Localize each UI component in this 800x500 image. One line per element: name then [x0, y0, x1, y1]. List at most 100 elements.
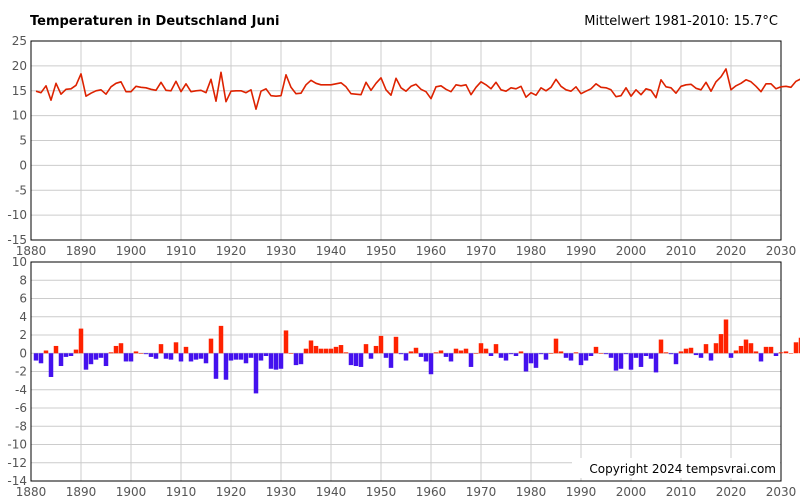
- anomaly-bar-2030: [778, 352, 784, 354]
- anomaly-bar-1945: [353, 353, 359, 367]
- anomaly-bar-1888: [68, 353, 74, 356]
- anomaly-bar-1963: [443, 353, 449, 357]
- anomaly-bar-1898: [118, 343, 124, 354]
- anomaly-bar-2031: [783, 351, 789, 354]
- anomaly-bar-1976: [508, 353, 514, 355]
- bottom-x-tick-label: 2000: [616, 485, 647, 499]
- anomaly-bar-1981: [533, 353, 539, 368]
- anomaly-bar-2017: [713, 343, 719, 354]
- anomaly-bar-1946: [358, 353, 364, 367]
- anomaly-bar-1961: [433, 352, 439, 354]
- bottom-y-tick-label: 8: [19, 273, 27, 287]
- anomaly-bar-1942: [338, 345, 344, 354]
- anomaly-bar-1903: [143, 353, 149, 355]
- bottom-x-tick-label: 1890: [66, 485, 97, 499]
- bottom-x-tick-label: 1880: [16, 485, 47, 499]
- top-x-tick-label: 1940: [316, 244, 347, 258]
- top-x-tick-label: 2010: [666, 244, 697, 258]
- anomaly-bar-1939: [323, 348, 329, 354]
- anomaly-bar-1908: [168, 353, 174, 360]
- anomaly-bar-2027: [763, 346, 769, 354]
- anomaly-bar-2007: [663, 352, 669, 354]
- anomaly-bar-2021: [733, 350, 739, 354]
- anomaly-bar-1959: [423, 353, 429, 362]
- anomaly-bar-1912: [188, 353, 194, 362]
- bottom-x-tick-label: 1900: [116, 485, 147, 499]
- copyright-background: [572, 458, 780, 478]
- bottom-y-tick-label: 6: [19, 292, 27, 306]
- bottom-y-tick-label: -10: [7, 438, 27, 452]
- anomaly-bar-1927: [263, 353, 269, 356]
- anomaly-bar-1895: [103, 353, 109, 367]
- anomaly-bar-1933: [293, 353, 299, 366]
- anomaly-bar-1900: [128, 353, 134, 362]
- anomaly-bar-1889: [73, 349, 79, 354]
- bottom-x-tick-label: 1920: [216, 485, 247, 499]
- anomaly-bar-2009: [673, 353, 679, 365]
- anomaly-bar-1954: [398, 353, 404, 355]
- bottom-y-tick-label: -6: [15, 401, 27, 415]
- anomaly-bar-2029: [773, 353, 779, 356]
- anomaly-bar-2005: [653, 353, 659, 373]
- anomaly-bar-1937: [313, 345, 319, 354]
- top-y-tick-label: 20: [12, 59, 27, 73]
- anomaly-bar-2034: [798, 337, 800, 354]
- anomaly-bar-1949: [373, 345, 379, 354]
- anomaly-bar-1971: [483, 348, 489, 354]
- anomaly-bar-1923: [243, 353, 249, 364]
- anomaly-bar-1943: [343, 352, 349, 354]
- anomaly-bar-2033: [793, 342, 799, 354]
- top-y-tick-label: 15: [12, 84, 27, 98]
- anomaly-bar-1989: [573, 352, 579, 354]
- bottom-x-tick-label: 1970: [466, 485, 497, 499]
- anomaly-bar-1950: [378, 335, 384, 354]
- anomaly-bar-1957: [413, 347, 419, 354]
- anomaly-bar-1960: [428, 353, 434, 375]
- anomaly-bar-1901: [133, 351, 139, 354]
- anomaly-bar-1915: [203, 353, 209, 364]
- anomaly-bar-1921: [233, 353, 239, 360]
- anomaly-bar-1919: [223, 353, 229, 380]
- bottom-y-tick-label: 0: [19, 346, 27, 360]
- bottom-x-tick-label: 2010: [666, 485, 697, 499]
- anomaly-bar-1985: [553, 338, 559, 354]
- bottom-grid: [30, 261, 782, 482]
- top-y-tick-label: 0: [19, 158, 27, 172]
- anomaly-bar-1886: [58, 353, 64, 367]
- top-x-tick-label: 1930: [266, 244, 297, 258]
- temperature-series-line: [35, 68, 800, 110]
- anomaly-bar-1909: [173, 342, 179, 354]
- bottom-plot-frame: [30, 261, 782, 482]
- anomaly-bar-1964: [448, 353, 454, 362]
- bottom-y-tick-label: 2: [19, 328, 27, 342]
- anomaly-bar-1955: [403, 353, 409, 361]
- anomaly-bar-1882: [38, 353, 44, 364]
- anomaly-bar-2024: [748, 343, 754, 354]
- anomaly-bar-1925: [253, 353, 259, 394]
- anomaly-bar-2003: [643, 353, 649, 356]
- anomaly-bar-2012: [688, 347, 694, 354]
- top-x-tick-label: 1890: [66, 244, 97, 258]
- anomaly-bar-1905: [153, 353, 159, 359]
- anomaly-bar-1965: [453, 348, 459, 354]
- anomaly-bar-1987: [563, 353, 569, 358]
- anomaly-bar-2018: [718, 334, 724, 354]
- anomaly-bar-1913: [193, 353, 199, 360]
- anomaly-bar-1974: [498, 353, 504, 358]
- anomaly-bar-2001: [633, 353, 639, 358]
- anomaly-bar-2010: [678, 351, 684, 354]
- anomaly-bar-1881: [33, 353, 39, 361]
- anomaly-bar-1947: [363, 344, 369, 354]
- anomaly-bar-1993: [593, 346, 599, 354]
- anomaly-bar-1891: [83, 353, 89, 370]
- anomaly-bar-1973: [493, 344, 499, 354]
- anomaly-bar-1992: [588, 353, 594, 356]
- temperature-line-plot: [35, 68, 800, 110]
- top-x-tick-label: 2030: [766, 244, 797, 258]
- top-x-tick-label: 1920: [216, 244, 247, 258]
- anomaly-bar-1907: [163, 353, 169, 359]
- anomaly-bar-1887: [63, 353, 69, 357]
- anomaly-bar-1930: [278, 353, 284, 369]
- anomaly-bar-1894: [98, 353, 104, 358]
